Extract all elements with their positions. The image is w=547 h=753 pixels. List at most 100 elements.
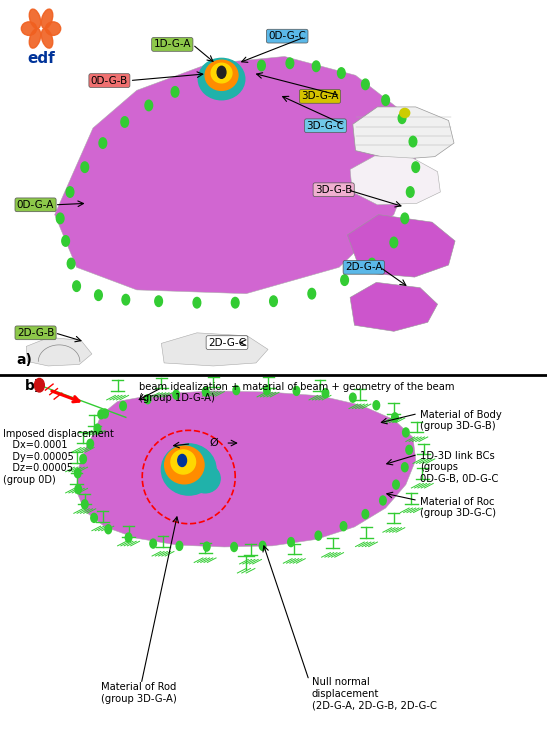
Circle shape (217, 66, 226, 78)
Circle shape (66, 187, 74, 197)
Polygon shape (26, 337, 92, 366)
Ellipse shape (161, 444, 216, 495)
Text: Ø: Ø (209, 438, 218, 448)
Ellipse shape (165, 446, 204, 484)
Ellipse shape (205, 60, 238, 90)
Circle shape (80, 454, 86, 463)
Text: edf: edf (27, 51, 55, 66)
Circle shape (341, 275, 348, 285)
Circle shape (150, 539, 156, 548)
Circle shape (406, 445, 412, 454)
Circle shape (392, 413, 398, 422)
Circle shape (231, 542, 237, 551)
Ellipse shape (30, 9, 40, 29)
Circle shape (82, 500, 88, 509)
Text: 0D-G-A: 0D-G-A (17, 200, 54, 210)
Circle shape (178, 455, 187, 466)
Circle shape (368, 258, 376, 269)
Circle shape (99, 138, 107, 148)
Circle shape (98, 410, 104, 419)
Polygon shape (77, 391, 416, 547)
Circle shape (125, 533, 132, 542)
Polygon shape (350, 282, 438, 331)
Text: 2D-G-B: 2D-G-B (17, 328, 54, 338)
Circle shape (382, 95, 389, 105)
Circle shape (401, 462, 408, 471)
Ellipse shape (190, 464, 220, 493)
Circle shape (398, 113, 406, 123)
Circle shape (74, 469, 81, 478)
Text: beam idealization + material of beam + geometry of the beam
(group 1D-G-A): beam idealization + material of beam + g… (139, 382, 455, 404)
Circle shape (293, 386, 300, 395)
Circle shape (200, 75, 207, 85)
Text: 2D-G-C: 2D-G-C (208, 337, 246, 348)
Text: 3D-G-B: 3D-G-B (315, 184, 352, 195)
Text: Null normal
displacement
(2D-G-A, 2D-G-B, 2D-G-C: Null normal displacement (2D-G-A, 2D-G-B… (312, 678, 437, 711)
Circle shape (102, 409, 108, 418)
Circle shape (67, 258, 75, 269)
Text: 0D-G-C: 0D-G-C (268, 31, 306, 41)
Ellipse shape (211, 63, 232, 83)
Circle shape (145, 100, 153, 111)
Circle shape (233, 386, 240, 395)
Text: b): b) (25, 379, 41, 393)
Ellipse shape (21, 22, 37, 35)
Circle shape (315, 531, 322, 540)
Circle shape (340, 522, 347, 531)
Circle shape (202, 387, 209, 396)
Circle shape (144, 395, 151, 404)
Text: 3D-G-A: 3D-G-A (301, 91, 339, 102)
Circle shape (62, 236, 69, 246)
Circle shape (95, 290, 102, 300)
Polygon shape (161, 333, 268, 366)
Ellipse shape (400, 108, 410, 117)
Circle shape (403, 428, 409, 437)
Circle shape (409, 136, 417, 147)
Circle shape (73, 281, 80, 291)
Ellipse shape (45, 22, 61, 35)
Circle shape (229, 66, 236, 76)
Ellipse shape (199, 59, 245, 99)
Circle shape (393, 480, 399, 489)
Polygon shape (55, 56, 416, 294)
Circle shape (203, 542, 210, 551)
Circle shape (258, 60, 265, 71)
Circle shape (231, 297, 239, 308)
Text: a): a) (16, 353, 32, 367)
Circle shape (155, 296, 162, 306)
Text: 2D-G-A: 2D-G-A (345, 262, 382, 273)
Circle shape (121, 117, 129, 127)
Text: 3D-G-C: 3D-G-C (306, 120, 345, 131)
Circle shape (312, 61, 320, 72)
Ellipse shape (42, 9, 53, 29)
Circle shape (373, 401, 380, 410)
Polygon shape (353, 107, 454, 160)
Circle shape (176, 541, 183, 550)
Ellipse shape (42, 29, 53, 48)
Ellipse shape (171, 450, 196, 474)
Circle shape (350, 393, 356, 402)
Polygon shape (347, 215, 455, 277)
Circle shape (337, 68, 345, 78)
Circle shape (406, 187, 414, 197)
Circle shape (288, 538, 294, 547)
Circle shape (122, 294, 130, 305)
Text: Material of Rod
(group 3D-G-A): Material of Rod (group 3D-G-A) (101, 682, 177, 703)
Text: 0D-G-B: 0D-G-B (91, 75, 128, 86)
Circle shape (87, 439, 94, 448)
Circle shape (264, 386, 270, 395)
Circle shape (270, 296, 277, 306)
Circle shape (94, 424, 101, 433)
Circle shape (75, 485, 82, 494)
Text: 1D-G-A: 1D-G-A (154, 39, 191, 50)
Circle shape (120, 401, 126, 410)
Circle shape (91, 514, 97, 523)
Circle shape (171, 87, 179, 97)
Circle shape (362, 510, 369, 519)
Circle shape (81, 162, 89, 172)
Circle shape (286, 58, 294, 69)
Circle shape (56, 213, 64, 224)
Circle shape (259, 541, 266, 550)
Circle shape (401, 213, 409, 224)
Circle shape (380, 496, 386, 505)
